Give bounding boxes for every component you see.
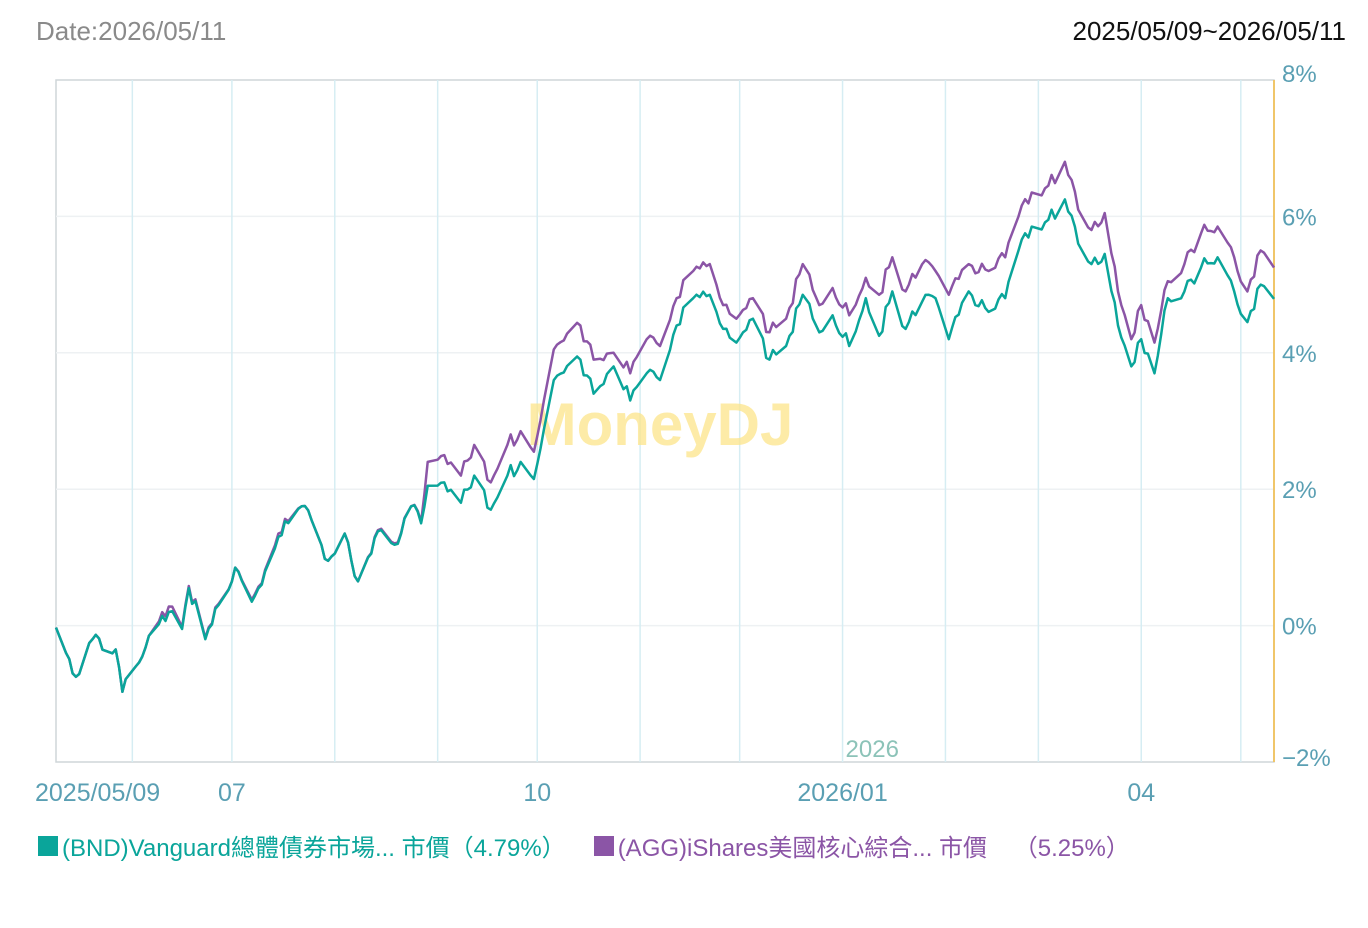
y-tick-label: 0%	[1282, 614, 1317, 641]
y-tick-label: 4%	[1282, 341, 1317, 368]
series-lines	[54, 160, 1276, 694]
y-tick-label: 8%	[1282, 61, 1317, 88]
x-tick-label: 04	[1127, 779, 1155, 807]
x-tick-label: 07	[218, 779, 246, 807]
legend-item-bnd[interactable]: (BND)Vanguard總體債券市場... 市價（4.79%）	[38, 828, 566, 863]
date-label: Date:2026/05/11	[36, 16, 227, 46]
watermark-text: MoneyDJ	[527, 391, 794, 458]
x-tick-label: 2025/05/09	[35, 779, 160, 807]
date-range-label: 2025/05/09~2026/05/11	[1072, 16, 1346, 46]
legend-swatch-bnd	[38, 835, 58, 856]
series-line-bnd	[54, 198, 1275, 694]
year-marker: 2026	[846, 736, 899, 763]
legend-label-bnd: (BND)Vanguard總體債券市場... 市價（4.79%）	[62, 835, 566, 862]
legend-swatch-agg	[593, 835, 614, 856]
x-tick-label: 10	[523, 779, 551, 807]
y-tick-label: 6%	[1282, 204, 1317, 231]
x-tick-label: 2026/01	[797, 779, 887, 807]
legend-label-agg: (AGG)iShares美國核心綜合... 市價 （5.25%）	[617, 835, 1130, 862]
legend: (BND)Vanguard總體債券市場... 市價（4.79%） (AGG)iS…	[38, 828, 1130, 863]
legend-item-agg[interactable]: (AGG)iShares美國核心綜合... 市價 （5.25%）	[593, 828, 1130, 863]
axis-labels: 8% 6% 4% 2% 0% −2% 2025/05/09 07 10 2026/01 04 2026	[35, 61, 1331, 807]
grid-lines	[56, 80, 1274, 762]
y-tick-label: 2%	[1282, 477, 1317, 504]
y-tick-label: −2%	[1282, 745, 1331, 772]
